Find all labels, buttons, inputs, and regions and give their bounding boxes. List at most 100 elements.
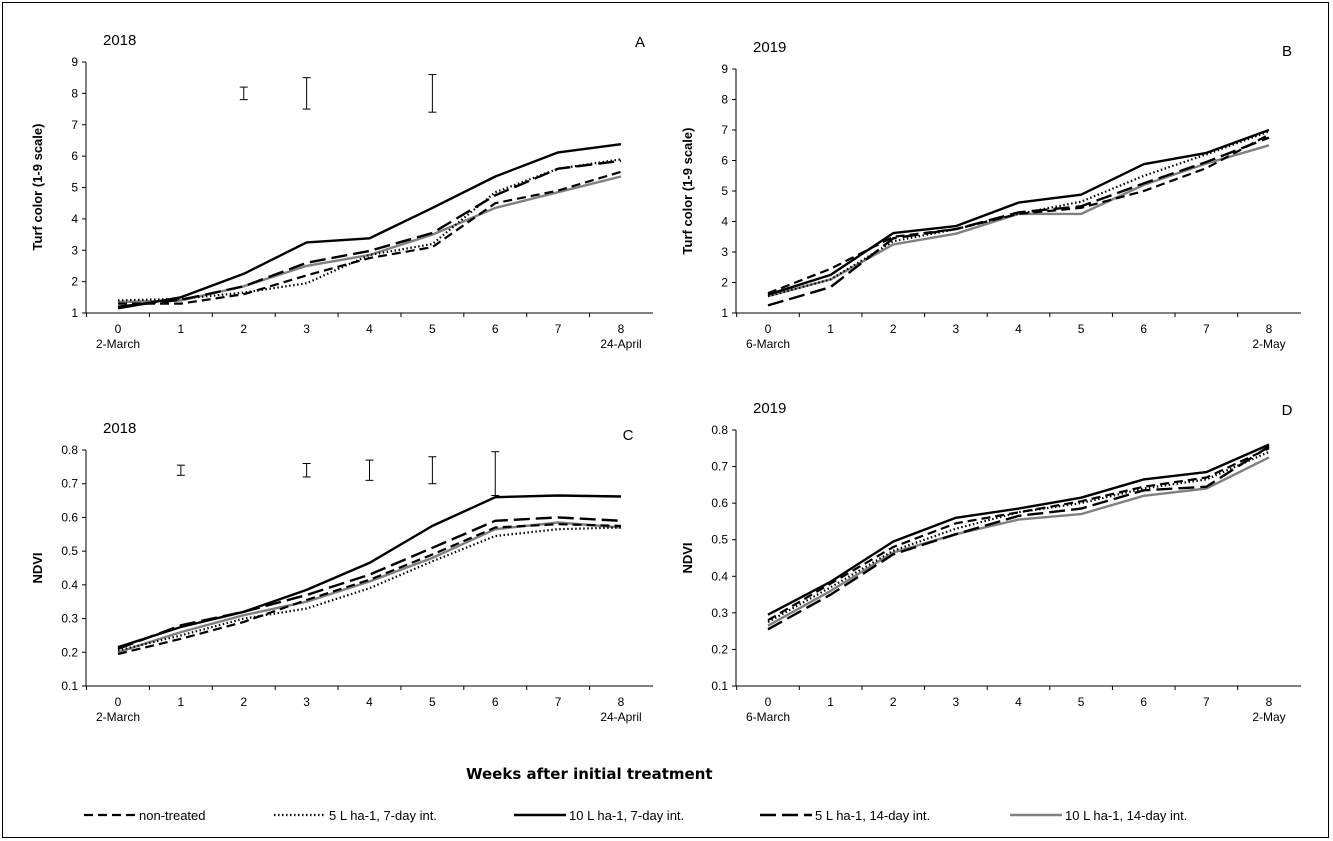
x-tick-label: 7 [555, 322, 562, 336]
legend-item: 5 L ha-1, 7-day int. [274, 808, 437, 823]
series-line [117, 158, 622, 302]
y-axis-label: Turf color (1-9 scale) [30, 124, 45, 251]
y-tick-label: 0.1 [61, 679, 78, 693]
y-tick-label: 0.8 [61, 443, 78, 457]
y-axis-label: NDVI [680, 542, 695, 573]
y-tick-label: 6 [721, 154, 728, 168]
x-tick-label: 1 [827, 322, 834, 336]
error-bar [176, 464, 185, 476]
series-line [767, 445, 1270, 631]
y-tick-label: 4 [721, 215, 728, 229]
panel-letter: B [1282, 43, 1292, 60]
x-tick-label: 1 [178, 695, 185, 709]
series-line [767, 450, 1270, 623]
series-line [117, 526, 622, 652]
y-tick-label: 0.2 [61, 645, 78, 659]
x-tick-label: 1 [178, 322, 185, 336]
series-line [117, 143, 622, 310]
x-tick-label: 5 [429, 322, 436, 336]
x-tick-label: 2 [240, 322, 247, 336]
start-date-label: 6-March [746, 337, 790, 351]
x-tick-label: 0 [115, 695, 122, 709]
x-tick-label: 5 [1078, 695, 1085, 709]
x-tick-label: 6 [492, 695, 499, 709]
y-tick-label: 4 [71, 212, 78, 226]
legend: non-treated 5 L ha-1, 7-day int. 10 L ha-1… [84, 808, 1187, 823]
chart-panel-b: 1 2 3 4 5 6 7 8 9 0 1 2 3 4 5 6 7 8 6-March 2-May 2019 B Turf … [680, 39, 1301, 351]
x-tick-label: 7 [1203, 322, 1210, 336]
end-date-label: 24-April [600, 337, 641, 351]
series-line [767, 144, 1270, 298]
y-tick-label: 0.3 [711, 606, 728, 620]
x-tick-label: 3 [303, 695, 310, 709]
x-tick-label: 8 [618, 322, 625, 336]
x-tick-label: 7 [555, 695, 562, 709]
y-tick-label: 0.1 [711, 679, 728, 693]
y-tick-label: 5 [721, 184, 728, 198]
y-tick-label: 0.7 [711, 460, 728, 474]
series-line [767, 133, 1270, 295]
legend-item: 5 L ha-1, 14-day int. [760, 808, 930, 823]
legend-item: non-treated [84, 808, 206, 823]
error-bar [491, 451, 500, 497]
y-tick-label: 0.6 [711, 496, 728, 510]
y-tick-label: 1 [71, 306, 78, 320]
end-date-label: 2-May [1252, 710, 1285, 724]
y-tick-label: 0.4 [711, 569, 728, 583]
y-tick-label: 0.2 [711, 642, 728, 656]
x-tick-label: 5 [1078, 322, 1085, 336]
y-tick-label: 1 [721, 306, 728, 320]
x-tick-label: 7 [1203, 695, 1210, 709]
error-bar [428, 456, 437, 485]
start-date-label: 2-March [96, 710, 140, 724]
panel-year-title: 2018 [103, 32, 136, 49]
panel-letter: A [635, 34, 645, 51]
error-bar [302, 462, 311, 478]
end-date-label: 24-April [600, 710, 641, 724]
panel-letter: C [623, 427, 634, 444]
series-line [767, 136, 1270, 307]
x-tick-label: 4 [366, 695, 373, 709]
end-date-label: 2-May [1252, 337, 1285, 351]
x-tick-label: 0 [115, 322, 122, 336]
series-line [118, 170, 622, 305]
x-tick-label: 5 [429, 695, 436, 709]
error-bar [365, 459, 374, 481]
legend-item: 10 L ha-1, 14-day int. [1010, 808, 1187, 823]
error-bar [302, 77, 311, 110]
x-tick-label: 8 [1266, 695, 1273, 709]
x-tick-label: 3 [953, 695, 960, 709]
x-tick-label: 4 [366, 322, 373, 336]
legend-item: 10 L ha-1, 7-day int. [514, 808, 684, 823]
y-tick-label: 8 [71, 86, 78, 100]
legend-label: 5 L ha-1, 7-day int. [329, 808, 437, 823]
x-tick-label: 2 [890, 322, 897, 336]
start-date-label: 6-March [746, 710, 790, 724]
series-line [767, 130, 1270, 298]
y-tick-label: 5 [71, 181, 78, 195]
legend-label: non-treated [139, 808, 206, 823]
error-bar [428, 74, 437, 113]
start-date-label: 2-March [96, 337, 140, 351]
x-tick-label: 8 [1266, 322, 1273, 336]
x-tick-label: 6 [1140, 322, 1147, 336]
panel-letter: D [1282, 402, 1293, 419]
legend-label: 5 L ha-1, 14-day int. [815, 808, 930, 823]
x-tick-label: 4 [1015, 322, 1022, 336]
x-tick-label: 3 [953, 322, 960, 336]
x-tick-label: 6 [492, 322, 499, 336]
y-axis-label: Turf color (1-9 scale) [680, 128, 695, 255]
chart-panel-c: 0.1 0.2 0.3 0.4 0.5 0.6 0.7 0.8 0 1 2 3 4 5 6 7 8 2-March… [30, 420, 653, 724]
legend-label: 10 L ha-1, 7-day int. [569, 808, 684, 823]
panel-year-title: 2019 [753, 39, 786, 56]
y-tick-label: 7 [721, 123, 728, 137]
y-tick-label: 0.3 [61, 612, 78, 626]
legend-label: 10 L ha-1, 14-day int. [1065, 808, 1187, 823]
x-tick-label: 8 [618, 695, 625, 709]
y-axis-label: NDVI [30, 552, 45, 583]
x-tick-label: 1 [827, 695, 834, 709]
y-tick-label: 6 [71, 149, 78, 163]
y-tick-label: 0.4 [61, 578, 78, 592]
y-tick-label: 0.7 [61, 477, 78, 491]
